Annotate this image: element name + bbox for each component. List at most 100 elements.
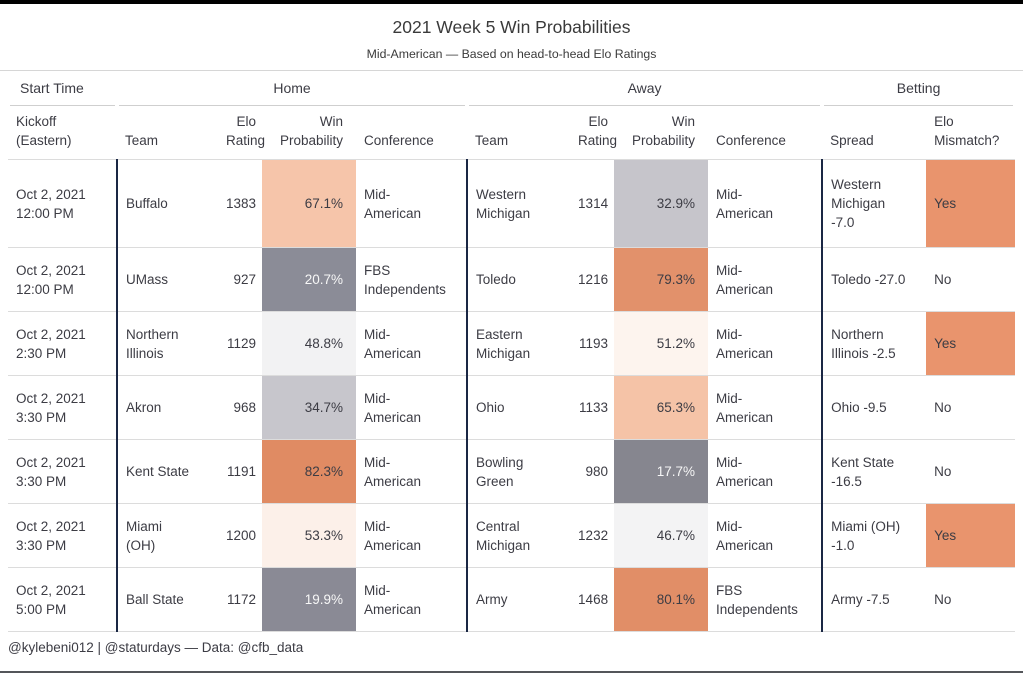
table-row: Oct 2, 2021 3:30 PM Akron 968 34.7% Mid-… [8, 375, 1016, 440]
home-conference-cell: Mid- American [356, 159, 468, 248]
home-conference-cell: Mid- American [356, 311, 468, 376]
home-conference-cell: Mid- American [356, 375, 468, 440]
home-conference-cell: Mid- American [356, 567, 468, 632]
spread-cell: Kent State -16.5 [821, 439, 927, 504]
home-win-probability-cell: 34.7% [262, 375, 356, 440]
spread-cell: Western Michigan -7.0 [821, 159, 927, 248]
away-conference-cell: Mid- American [708, 439, 823, 504]
away-elo-cell: 1232 [570, 503, 615, 568]
home-team-cell: UMass [116, 247, 218, 312]
group-away-label: Away [469, 79, 821, 106]
col-away-conference: Conference [716, 133, 786, 148]
kickoff-cell: Oct 2, 2021 3:30 PM [8, 439, 117, 504]
kickoff-cell: Oct 2, 2021 12:00 PM [8, 159, 117, 248]
kickoff-cell: Oct 2, 2021 2:30 PM [8, 311, 117, 376]
col-away-win-probability: Win Probability [632, 114, 696, 148]
group-away: Away [467, 71, 822, 106]
away-win-probability-cell: 32.9% [614, 159, 709, 248]
group-home-label: Home [119, 79, 466, 106]
away-win-probability-cell: 17.7% [614, 439, 709, 504]
home-elo-cell: 1129 [218, 311, 262, 376]
away-team-cell: Toledo [466, 247, 571, 312]
col-kickoff-eastern: Kickoff (Eastern) [16, 114, 72, 148]
home-elo-cell: 927 [218, 247, 262, 312]
spread-cell: Toledo -27.0 [821, 247, 927, 312]
table-body: Oct 2, 2021 12:00 PM Buffalo 1383 67.1% … [8, 159, 1016, 632]
page-title: 2021 Week 5 Win Probabilities [392, 17, 631, 37]
header-divider [0, 70, 1023, 71]
table-row: Oct 2, 2021 3:30 PM Miami (OH) 1200 53.3… [8, 503, 1016, 568]
away-elo-cell: 980 [570, 439, 615, 504]
home-elo-cell: 1383 [218, 159, 262, 248]
column-header-row: Kickoff (Eastern) Team Elo Rating Win Pr… [8, 106, 1015, 160]
group-betting-label: Betting [824, 79, 1014, 106]
away-win-probability-cell: 51.2% [614, 311, 709, 376]
home-win-probability-cell: 53.3% [262, 503, 356, 568]
spread-cell: Miami (OH) -1.0 [821, 503, 927, 568]
col-away-team: Team [475, 133, 509, 148]
home-win-probability-cell: 82.3% [262, 439, 356, 504]
table-row: Oct 2, 2021 12:00 PM UMass 927 20.7% FBS… [8, 247, 1016, 312]
away-elo-cell: 1468 [570, 567, 615, 632]
home-team-cell: Buffalo [116, 159, 218, 248]
kickoff-cell: Oct 2, 2021 3:30 PM [8, 503, 117, 568]
spread-cell: Northern Illinois -2.5 [821, 311, 927, 376]
home-conference-cell: Mid- American [356, 503, 468, 568]
col-spread: Spread [830, 133, 874, 148]
col-home-elo-rating: Elo Rating [226, 114, 266, 148]
table-row: Oct 2, 2021 5:00 PM Ball State 1172 19.9… [8, 567, 1016, 632]
table-row: Oct 2, 2021 12:00 PM Buffalo 1383 67.1% … [8, 159, 1016, 248]
kickoff-cell: Oct 2, 2021 3:30 PM [8, 375, 117, 440]
home-elo-cell: 968 [218, 375, 262, 440]
away-team-cell: Eastern Michigan [466, 311, 571, 376]
group-betting: Betting [822, 71, 1015, 106]
home-win-probability-cell: 19.9% [262, 567, 356, 632]
away-win-probability-cell: 65.3% [614, 375, 709, 440]
spread-cell: Ohio -9.5 [821, 375, 927, 440]
win-probability-table: Start Time Home Away Betting Kickoff (Ea… [8, 71, 1016, 632]
col-home-team: Team [125, 133, 159, 148]
away-conference-cell: FBS Independents [708, 567, 823, 632]
group-header-row: Start Time Home Away Betting [8, 71, 1015, 106]
col-home-conference: Conference [364, 133, 434, 148]
table-row: Oct 2, 2021 3:30 PM Kent State 1191 82.3… [8, 439, 1016, 504]
kickoff-cell: Oct 2, 2021 12:00 PM [8, 247, 117, 312]
home-elo-cell: 1191 [218, 439, 262, 504]
elo-mismatch-cell: Yes [926, 503, 1016, 568]
away-conference-cell: Mid- American [708, 311, 823, 376]
away-elo-cell: 1314 [570, 159, 615, 248]
away-team-cell: Central Michigan [466, 503, 571, 568]
elo-mismatch-cell: No [926, 247, 1016, 312]
col-elo-mismatch: Elo Mismatch? [934, 114, 1000, 148]
home-team-cell: Northern Illinois [116, 311, 218, 376]
home-elo-cell: 1172 [218, 567, 262, 632]
away-conference-cell: Mid- American [708, 503, 823, 568]
elo-mismatch-cell: Yes [926, 159, 1016, 248]
home-team-cell: Ball State [116, 567, 218, 632]
page-subtitle: Mid-American — Based on head-to-head Elo… [366, 47, 657, 61]
top-accent-bar [0, 0, 1023, 4]
away-elo-cell: 1216 [570, 247, 615, 312]
bottom-border [0, 671, 1023, 673]
away-win-probability-cell: 46.7% [614, 503, 709, 568]
away-team-cell: Bowling Green [466, 439, 571, 504]
away-team-cell: Ohio [466, 375, 571, 440]
table-row: Oct 2, 2021 2:30 PM Northern Illinois 11… [8, 311, 1016, 376]
group-start-time-label: Start Time [10, 79, 115, 106]
away-elo-cell: 1133 [570, 375, 615, 440]
away-conference-cell: Mid- American [708, 159, 823, 248]
home-team-cell: Akron [116, 375, 218, 440]
home-team-cell: Miami (OH) [116, 503, 218, 568]
away-win-probability-cell: 80.1% [614, 567, 709, 632]
away-conference-cell: Mid- American [708, 375, 823, 440]
home-win-probability-cell: 48.8% [262, 311, 356, 376]
away-team-cell: Army [466, 567, 571, 632]
home-team-cell: Kent State [116, 439, 218, 504]
group-home: Home [117, 71, 467, 106]
home-win-probability-cell: 20.7% [262, 247, 356, 312]
footer-credit: @kylebeni012 | @staturdays — Data: @cfb_… [8, 640, 304, 655]
away-win-probability-cell: 79.3% [614, 247, 709, 312]
col-away-elo-rating: Elo Rating [578, 114, 618, 148]
group-start-time: Start Time [8, 71, 117, 106]
